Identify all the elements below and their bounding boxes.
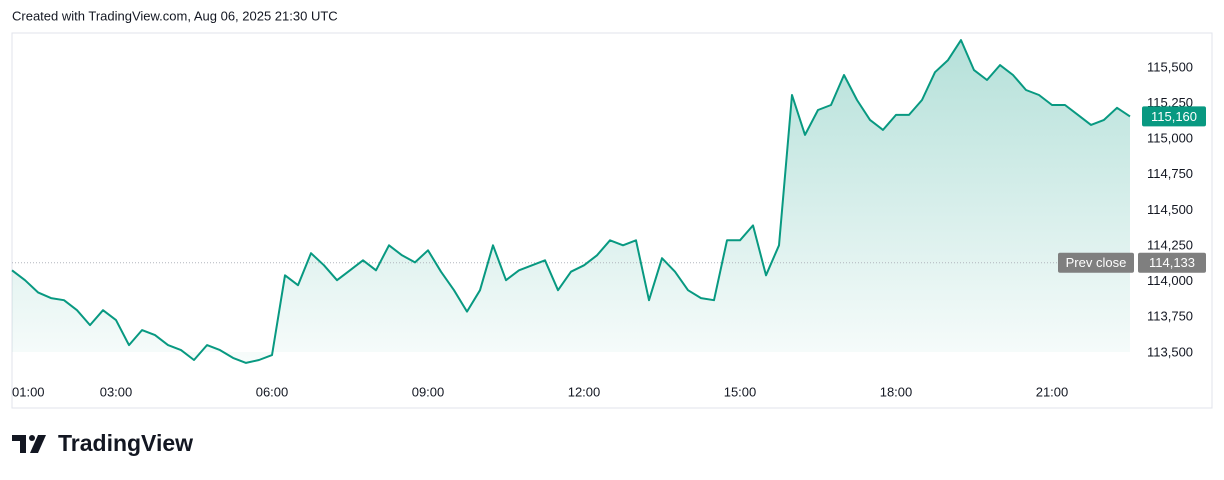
prev-close-value: 114,133 [1149, 255, 1195, 270]
y-tick-label: 115,250 [1147, 95, 1193, 110]
area-fill [12, 40, 1130, 363]
y-tick-label: 113,500 [1147, 344, 1193, 359]
last-price-label: 115,160 [1151, 109, 1197, 124]
x-tick-label: 06:00 [256, 384, 289, 399]
x-tick-label: 01:00 [12, 384, 45, 399]
y-tick-label: 115,000 [1147, 131, 1193, 146]
y-tick-label: 114,000 [1147, 273, 1193, 288]
brand-name: TradingView [58, 430, 193, 456]
last-price-badge [1142, 106, 1206, 127]
y-tick-label: 113,750 [1147, 309, 1193, 324]
x-tick-label: 09:00 [412, 384, 445, 399]
prev-close-text: Prev close [1066, 255, 1127, 270]
x-tick-label: 03:00 [100, 384, 133, 399]
pane-border [11, 32, 1213, 409]
plot: 113,500 113,750 114,000 114,250 114,500 114,7… [11, 39, 1206, 399]
x-tick-label: 21:00 [1036, 384, 1069, 399]
x-tick-label: 18:00 [880, 384, 913, 399]
prev-close-badge [1058, 252, 1134, 273]
y-tick-label: 114,250 [1147, 237, 1193, 252]
y-tick-label: 114,750 [1147, 166, 1193, 181]
brand-logo [12, 435, 46, 453]
y-tick-label: 115,500 [1147, 59, 1193, 74]
x-tick-label: 15:00 [724, 384, 757, 399]
x-tick-label: 12:00 [568, 384, 601, 399]
y-tick-label: 114,500 [1147, 202, 1193, 217]
prev-close-value-badge [1138, 252, 1206, 273]
price-line [11, 39, 1131, 364]
created-caption: Created with TradingView.com, Aug 06, 20… [12, 8, 338, 23]
